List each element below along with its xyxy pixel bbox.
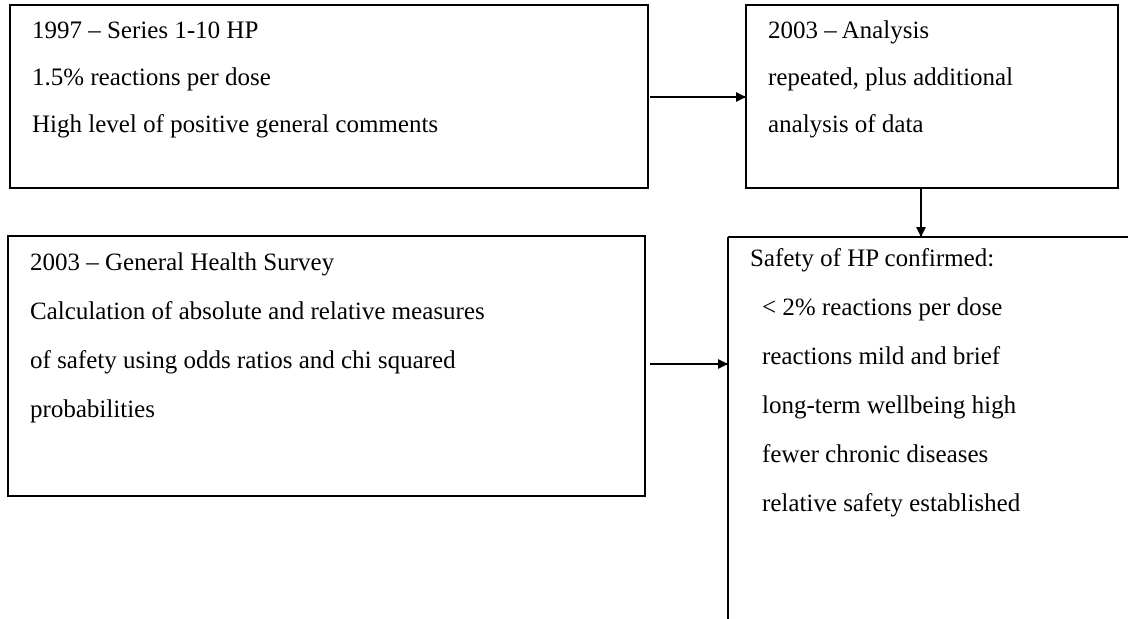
box-analysis [745, 4, 1119, 189]
node-text: of safety using odds ratios and chi squa… [30, 347, 456, 374]
node-text: probabilities [30, 396, 155, 423]
node-text: reactions mild and brief [762, 343, 1001, 370]
node-text: Safety of HP confirmed: [750, 245, 994, 272]
node-text: 2003 – General Health Survey [30, 249, 335, 276]
node-text: 1997 – Series 1-10 HP [32, 17, 258, 44]
node-text: High level of positive general comments [32, 111, 438, 138]
labels: 1997 – Series 1-10 HP 1.5% reactions per … [30, 17, 1021, 517]
node-text: 2003 – Analysis [768, 17, 929, 44]
node-text: Calculation of absolute and relative mea… [30, 298, 485, 325]
node-text: fewer chronic diseases [762, 441, 988, 468]
node-text: analysis of data [768, 111, 924, 138]
node-text: repeated, plus additional [768, 64, 1013, 91]
node-text: < 2% reactions per dose [762, 294, 1002, 321]
node-text: long-term wellbeing high [762, 392, 1017, 419]
node-text: 1.5% reactions per dose [32, 64, 271, 91]
node-text: relative safety established [762, 490, 1021, 517]
box-1997 [9, 4, 649, 189]
box-survey [7, 235, 646, 497]
